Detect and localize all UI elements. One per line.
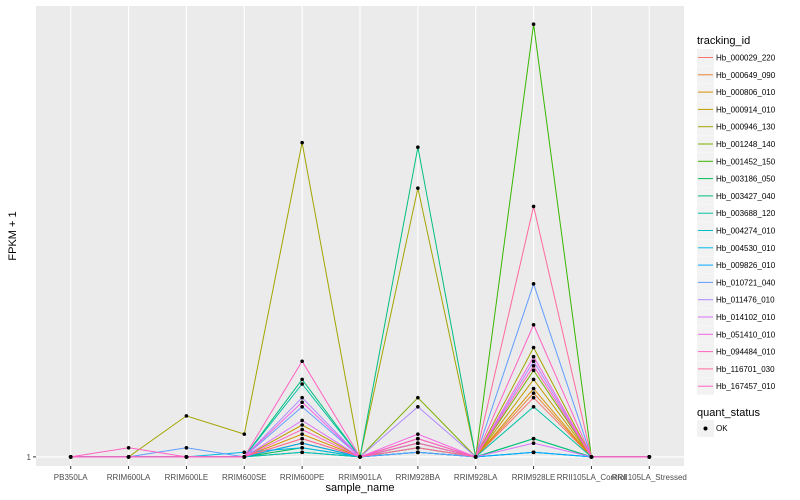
data-point — [300, 377, 304, 382]
data-point — [242, 450, 247, 455]
data-point — [416, 436, 420, 441]
x-axis-ticks: PB350LA RRIM600LA RRIM600LE RRIM600SE RRIM60… — [54, 466, 687, 482]
legend-title: tracking_id — [697, 35, 750, 47]
data-point — [531, 395, 536, 400]
data-points — [68, 22, 652, 459]
x-tick-label: RRIM928LE — [512, 473, 556, 482]
data-point — [126, 455, 131, 459]
data-point — [531, 354, 536, 359]
x-tick-label: RRIM928BA — [396, 473, 441, 482]
data-point — [531, 391, 536, 395]
x-tick-label: RRIM600PE — [280, 473, 324, 482]
data-point — [531, 323, 536, 327]
shape-legend-title: quant_status — [697, 407, 760, 419]
data-point — [531, 450, 536, 455]
data-point — [300, 382, 304, 386]
data-point — [416, 404, 420, 409]
legend-label: Hb_011476_010 — [716, 296, 775, 305]
data-point — [473, 455, 478, 459]
x-tick-label: RRIM600LA — [107, 473, 151, 482]
data-point — [300, 140, 304, 145]
data-point — [531, 377, 536, 382]
shape-legend-point-icon — [703, 426, 708, 431]
legend-label: Hb_000806_010 — [716, 88, 776, 97]
data-point — [300, 395, 304, 400]
data-point — [416, 145, 420, 149]
x-tick-label: PB350LA — [54, 473, 88, 482]
data-point — [531, 282, 536, 286]
data-point — [68, 455, 73, 459]
data-point — [531, 359, 536, 364]
x-axis-title: sample_name — [325, 482, 394, 494]
legend-items: Hb_000029_220 Hb_000649_090 Hb_000806_010 H… — [697, 49, 776, 395]
data-point — [184, 455, 189, 459]
data-point — [300, 441, 304, 446]
data-point — [300, 432, 304, 436]
data-point — [531, 22, 536, 27]
data-point — [531, 441, 536, 446]
data-point — [358, 455, 362, 459]
legend-label: Hb_003186_050 — [716, 175, 776, 184]
shape-legend-label: OK — [716, 424, 728, 433]
data-point — [300, 400, 304, 405]
y-axis-ticks: 1 — [27, 453, 36, 462]
legend-label: Hb_010721_040 — [716, 278, 776, 287]
legend-label: Hb_001248_140 — [716, 140, 776, 149]
data-point — [416, 432, 420, 436]
legend-label: Hb_094484_010 — [716, 348, 776, 357]
legend-label: Hb_051410_010 — [716, 330, 776, 339]
legend-label: Hb_001452_150 — [716, 157, 776, 166]
data-point — [531, 436, 536, 441]
data-point — [416, 445, 420, 450]
data-point — [300, 359, 304, 364]
x-tick-label: RRIM600SE — [222, 473, 266, 482]
data-point — [184, 414, 189, 418]
data-point — [589, 455, 594, 459]
data-point — [300, 404, 304, 409]
legend-label: Hb_116701_030 — [716, 365, 775, 374]
data-point — [184, 445, 189, 450]
data-point — [531, 368, 536, 373]
data-point — [647, 455, 652, 459]
x-tick-label: RRII105LA_Control — [557, 473, 627, 482]
legend-label: Hb_003688_120 — [716, 209, 776, 218]
data-point — [242, 455, 247, 459]
data-point — [300, 423, 304, 427]
legend-label: Hb_004274_010 — [716, 227, 776, 236]
legend-label: Hb_014102_010 — [716, 313, 776, 322]
data-point — [531, 404, 536, 409]
x-tick-label: RRIM901LA — [338, 473, 382, 482]
data-point — [531, 386, 536, 391]
legend-label: Hb_000946_130 — [716, 123, 776, 132]
legend-label: Hb_009826_010 — [716, 261, 776, 270]
y-axis-title: FPKM + 1 — [7, 211, 19, 260]
data-point — [416, 395, 420, 400]
data-point — [300, 418, 304, 423]
legend-label: Hb_003427_040 — [716, 192, 776, 201]
data-point — [531, 345, 536, 350]
data-point — [300, 445, 304, 450]
data-point — [416, 186, 420, 190]
legend-label: Hb_000029_220 — [716, 54, 776, 63]
data-point — [242, 432, 247, 436]
data-point — [300, 436, 304, 441]
legend-label: Hb_000649_090 — [716, 71, 776, 80]
y-tick-label: 1 — [27, 453, 32, 462]
legend: tracking_id Hb_000029_220Hb_000649_090Hb… — [697, 35, 776, 437]
legend-label: Hb_004530_010 — [716, 244, 776, 253]
legend-label: Hb_000914_010 — [716, 105, 776, 114]
x-tick-label: RRII105LA_Stressed — [612, 473, 687, 482]
data-point — [300, 450, 304, 455]
x-tick-label: RRIM928LA — [454, 473, 498, 482]
data-point — [416, 441, 420, 446]
data-point — [416, 450, 420, 455]
legend-label: Hb_167457_010 — [716, 382, 776, 391]
data-point — [126, 445, 131, 450]
data-point — [531, 364, 536, 368]
data-point — [300, 427, 304, 432]
x-tick-label: RRIM600LE — [165, 473, 209, 482]
data-point — [531, 204, 536, 209]
